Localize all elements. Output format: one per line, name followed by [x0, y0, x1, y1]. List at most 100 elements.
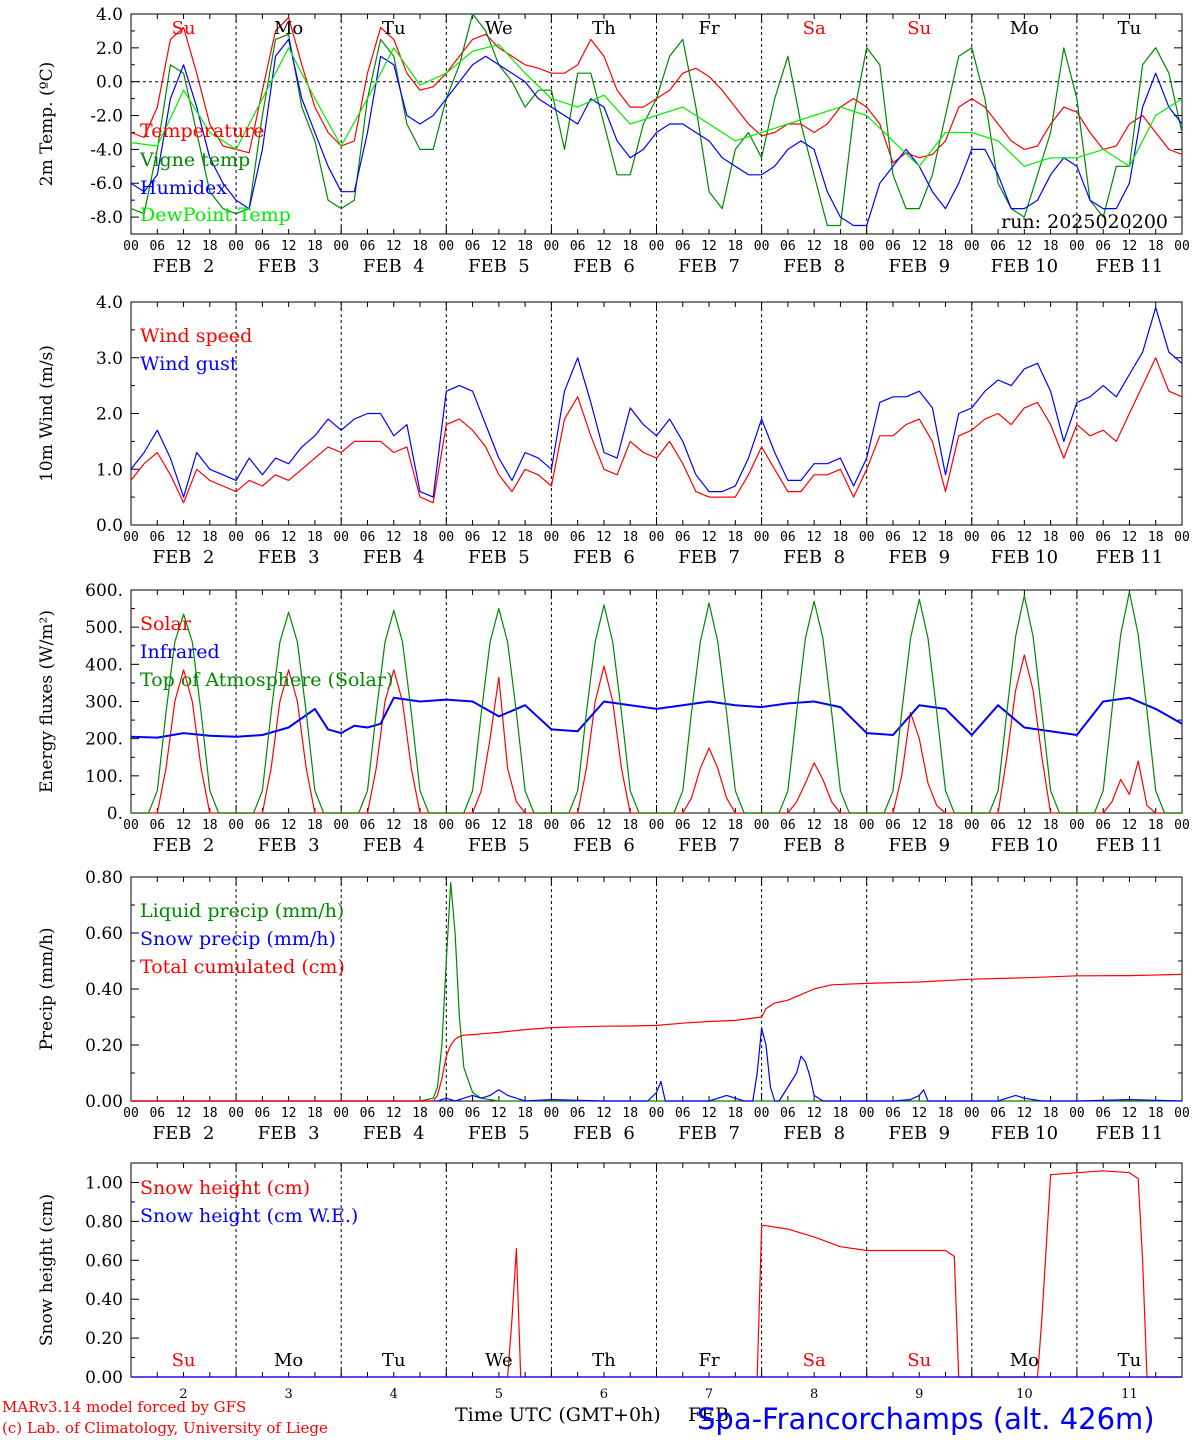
x-tick-label: 00: [123, 818, 139, 833]
y-tick-label: 0.40: [85, 980, 123, 1000]
x-tick-label: 00: [228, 530, 244, 545]
x-tick-label: 06: [675, 1106, 691, 1121]
day-label: FEB 8: [783, 1123, 845, 1144]
x-tick-label: 00: [544, 818, 560, 833]
x-tick-label: 12: [491, 1106, 507, 1121]
x-tick-label: 12: [1017, 1106, 1033, 1121]
x-tick-label: 12: [176, 239, 192, 254]
legend-entry: Humidex: [140, 177, 227, 199]
x-tick-label: 12: [701, 818, 717, 833]
legend-entry: Snow height (cm): [140, 1177, 310, 1199]
weekday-label: Su: [907, 1350, 931, 1371]
x-tick-label: 00: [544, 239, 560, 254]
x-axis-month: FEB: [688, 1404, 730, 1426]
x-tick-label: 18: [412, 1106, 428, 1121]
day-number-label: 10: [1016, 1387, 1033, 1402]
x-tick-label: 18: [727, 818, 743, 833]
y-tick-label: 0.80: [85, 1212, 123, 1232]
x-tick-label: 00: [438, 818, 454, 833]
run-label: run: 2025020200: [1001, 211, 1168, 233]
day-number-label: 9: [915, 1387, 923, 1402]
day-number-label: 11: [1121, 1387, 1138, 1402]
series-line: [756, 1170, 1182, 1378]
x-tick-label: 00: [859, 530, 875, 545]
x-tick-label: 18: [1043, 530, 1059, 545]
x-tick-label: 12: [1122, 530, 1138, 545]
x-tick-label: 18: [517, 239, 533, 254]
day-number-label: 3: [285, 1387, 293, 1402]
y-axis-title: 2m Temp. (ºC): [37, 62, 57, 187]
x-tick-label: 12: [701, 1106, 717, 1121]
series-line: [131, 973, 1183, 1102]
y-tick-label: 200.: [85, 730, 123, 750]
x-tick-label: 00: [333, 239, 349, 254]
x-tick-label: 00: [754, 818, 770, 833]
series-line: [130, 357, 1183, 504]
x-tick-label: 18: [307, 239, 323, 254]
x-tick-label: 06: [990, 239, 1006, 254]
day-label: FEB 2: [153, 256, 215, 277]
x-tick-label: 00: [228, 1106, 244, 1121]
day-label: FEB 5: [468, 547, 530, 568]
weekday-label: Sa: [803, 18, 826, 39]
series-line: [130, 696, 1183, 739]
x-tick-label: 18: [1148, 1106, 1164, 1121]
day-label: FEB 6: [573, 1123, 635, 1144]
x-tick-label: 06: [149, 239, 165, 254]
day-label: FEB 2: [153, 547, 215, 568]
x-tick-label: 00: [1174, 818, 1190, 833]
x-tick-label: 18: [622, 530, 638, 545]
weekday-label: Fr: [699, 1350, 720, 1371]
x-tick-label: 00: [859, 239, 875, 254]
x-tick-label: 12: [596, 239, 612, 254]
y-tick-label: 3.0: [96, 349, 123, 369]
y-axis-title: Snow height (cm): [37, 1194, 57, 1346]
y-tick-label: 0.: [107, 804, 123, 824]
day-label: FEB 7: [678, 1123, 740, 1144]
y-tick-label: 0.80: [85, 868, 123, 888]
day-label: FEB 3: [258, 256, 320, 277]
x-tick-label: 18: [517, 530, 533, 545]
day-label: FEB 8: [783, 256, 845, 277]
day-label: FEB 7: [678, 835, 740, 856]
legend-entry: Infrared: [140, 641, 220, 663]
x-tick-label: 00: [859, 818, 875, 833]
x-tick-label: 12: [386, 239, 402, 254]
x-tick-label: 18: [412, 530, 428, 545]
day-label: FEB 5: [468, 256, 530, 277]
weekday-label: Mo: [274, 1350, 303, 1371]
x-tick-label: 06: [255, 818, 271, 833]
x-tick-label: 00: [1069, 1106, 1085, 1121]
day-number-label: 5: [495, 1387, 503, 1402]
weekday-label: Mo: [274, 18, 303, 39]
series-line: [130, 307, 1183, 498]
x-tick-label: 00: [123, 530, 139, 545]
x-tick-label: 00: [544, 530, 560, 545]
x-tick-label: 06: [360, 239, 376, 254]
x-tick-label: 18: [202, 530, 218, 545]
day-label: FEB 6: [573, 835, 635, 856]
x-tick-label: 18: [622, 239, 638, 254]
x-tick-label: 12: [281, 530, 297, 545]
day-number-label: 6: [600, 1387, 608, 1402]
y-tick-label: 0.60: [85, 924, 123, 944]
x-tick-label: 12: [1122, 818, 1138, 833]
day-label: FEB 8: [783, 547, 845, 568]
day-label: FEB 4: [363, 835, 425, 856]
y-tick-label: 400.: [85, 655, 123, 675]
day-label: FEB 4: [363, 1123, 425, 1144]
x-tick-label: 06: [465, 239, 481, 254]
y-tick-label: 0.0: [96, 516, 123, 536]
x-tick-label: 18: [833, 818, 849, 833]
x-tick-label: 00: [228, 239, 244, 254]
weekday-label: Th: [592, 1350, 616, 1371]
weekday-label: Mo: [1010, 1350, 1039, 1371]
x-tick-label: 18: [1043, 239, 1059, 254]
x-tick-label: 18: [938, 818, 954, 833]
y-tick-label: 0.40: [85, 1290, 123, 1310]
x-tick-label: 12: [596, 530, 612, 545]
x-tick-label: 18: [938, 530, 954, 545]
x-tick-label: 06: [149, 818, 165, 833]
x-tick-label: 06: [675, 530, 691, 545]
y-tick-label: 2.0: [96, 39, 123, 59]
